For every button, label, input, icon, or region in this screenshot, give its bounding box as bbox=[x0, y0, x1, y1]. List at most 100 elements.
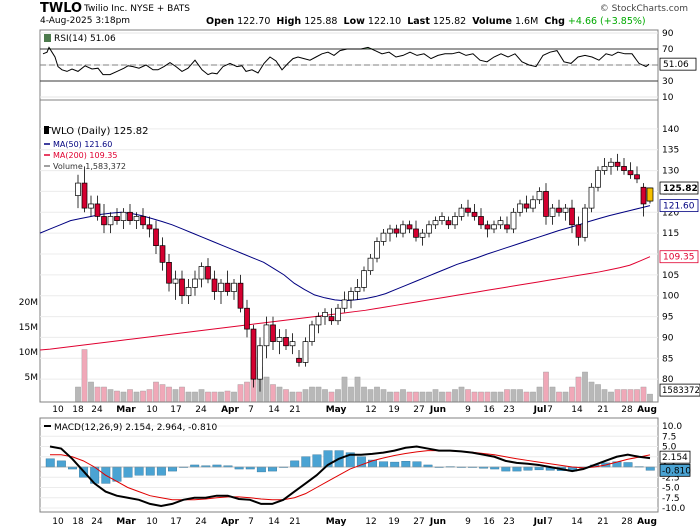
candle-body bbox=[140, 216, 146, 226]
macd-histogram-bar bbox=[168, 466, 177, 472]
candle-body bbox=[562, 207, 569, 213]
macd-title: MACD(12,26,9) 2.154, 2.964, -0.810 bbox=[54, 423, 217, 433]
volume-bar bbox=[627, 389, 634, 403]
macd-tick-label: -7.5 bbox=[662, 494, 680, 504]
x-axis-label-bottom: 27 bbox=[413, 517, 424, 527]
macd-tick-label: 5.0 bbox=[662, 443, 677, 453]
candle-body bbox=[257, 345, 263, 380]
volume-bar bbox=[445, 391, 452, 403]
x-axis-label-bottom: 19 bbox=[388, 517, 400, 527]
macd-histogram-bar bbox=[134, 466, 144, 476]
volume-bar bbox=[471, 391, 478, 403]
price-panel-frame bbox=[39, 99, 659, 403]
candle-body bbox=[543, 191, 549, 217]
rsi-tick-label: 90 bbox=[662, 29, 674, 39]
x-axis-label-bottom: 24 bbox=[195, 517, 207, 527]
rsi-tick-label: 10 bbox=[662, 93, 674, 103]
x-axis-label: 19 bbox=[388, 405, 400, 415]
x-axis-label-bottom: Mar bbox=[116, 517, 136, 527]
volume-bar bbox=[354, 376, 361, 403]
volume-bar bbox=[634, 389, 640, 403]
rsi-last-box bbox=[659, 57, 697, 71]
macd-histogram-bar bbox=[234, 466, 244, 470]
x-axis-label: Apr bbox=[221, 405, 239, 415]
volume-bar bbox=[562, 391, 569, 403]
volume-bar bbox=[439, 391, 445, 403]
quote-date: 4-Aug-2025 3:18pm bbox=[40, 16, 131, 26]
volume-bar bbox=[192, 391, 198, 403]
candle-body bbox=[575, 224, 582, 238]
volume-bar bbox=[413, 391, 419, 403]
candle-body bbox=[367, 257, 374, 272]
candle-body bbox=[107, 216, 114, 226]
x-axis-label-bottom: 9 bbox=[465, 517, 471, 527]
candle-body bbox=[166, 261, 172, 284]
price-tick-label: 130 bbox=[662, 167, 679, 177]
x-axis-label: 21 bbox=[289, 405, 300, 415]
chart-header: TWLO Twilio Inc. NYSE + BATS © StockChar… bbox=[0, 0, 700, 30]
x-axis-label-bottom: 21 bbox=[597, 517, 608, 527]
candle-body bbox=[159, 245, 166, 263]
x-axis-label-bottom: 17 bbox=[170, 517, 181, 527]
candle-body bbox=[179, 278, 185, 297]
volume-tick-label: 20M bbox=[19, 298, 38, 308]
price-tick-label: 100 bbox=[662, 292, 679, 302]
x-axis-label: Mar bbox=[116, 405, 136, 415]
volume-bar bbox=[159, 384, 166, 403]
macd-tick-label: -5.0 bbox=[662, 484, 680, 494]
candle-body bbox=[172, 278, 179, 284]
x-axis-label-bottom: May bbox=[326, 517, 347, 527]
volume-bar bbox=[361, 386, 367, 403]
volume-bar bbox=[296, 391, 302, 403]
high-value: 125.88 bbox=[304, 16, 338, 27]
x-axis-label: May bbox=[326, 405, 347, 415]
candle-body bbox=[530, 199, 536, 209]
chg-value: +4.66 (+3.85%) bbox=[567, 16, 646, 27]
volume-label: Volume bbox=[472, 16, 512, 27]
candle-body bbox=[439, 216, 445, 221]
candle-body bbox=[393, 228, 400, 234]
candle-body bbox=[445, 220, 452, 226]
ma200-line bbox=[39, 256, 651, 351]
volume-value-label: 1583372 bbox=[662, 386, 700, 396]
candle-body bbox=[250, 328, 257, 380]
x-axis-label-bottom: 10 bbox=[146, 517, 158, 527]
candle-body bbox=[510, 211, 517, 230]
macd-histogram-bar bbox=[645, 466, 655, 471]
volume-bar bbox=[315, 386, 322, 403]
macd-tick-label: 10.0 bbox=[662, 422, 682, 432]
rsi-tick-label: 30 bbox=[662, 77, 674, 87]
open-value: 122.70 bbox=[237, 16, 271, 27]
candle-body bbox=[114, 216, 120, 221]
x-axis-label-bottom: 7 bbox=[547, 517, 553, 527]
candle-body bbox=[276, 337, 283, 342]
price-tick-label: 140 bbox=[662, 125, 679, 135]
candle-body bbox=[244, 307, 250, 330]
company-name: Twilio Inc. NYSE + BATS bbox=[84, 4, 191, 14]
candle-body bbox=[588, 186, 595, 209]
candle-body bbox=[465, 207, 471, 213]
volume-bar bbox=[328, 391, 335, 403]
legend-item: MA(50) 121.60 bbox=[53, 140, 112, 149]
candle-body bbox=[88, 203, 94, 209]
x-axis-label-bottom: 28 bbox=[621, 517, 633, 527]
volume-bar bbox=[517, 389, 523, 403]
candle-body bbox=[601, 166, 608, 171]
last-label: Last bbox=[407, 16, 430, 27]
volume-bar bbox=[549, 386, 556, 403]
candle-body bbox=[478, 216, 484, 226]
volume-tick-label: 5M bbox=[25, 373, 39, 383]
volume-bar bbox=[536, 386, 543, 403]
macd-histogram-bar bbox=[112, 466, 122, 482]
volume-bar bbox=[530, 391, 536, 403]
last-price-label: 125.82 bbox=[663, 184, 698, 194]
volume-bar bbox=[107, 389, 114, 403]
candle-body bbox=[348, 291, 354, 301]
price-tick-label: 85 bbox=[662, 354, 673, 364]
candle-body bbox=[504, 224, 510, 230]
macd-histogram-bar bbox=[401, 461, 411, 468]
candle-body bbox=[627, 170, 634, 176]
candle-body bbox=[432, 220, 439, 226]
candle-body bbox=[621, 166, 627, 171]
candle-body bbox=[595, 170, 601, 188]
